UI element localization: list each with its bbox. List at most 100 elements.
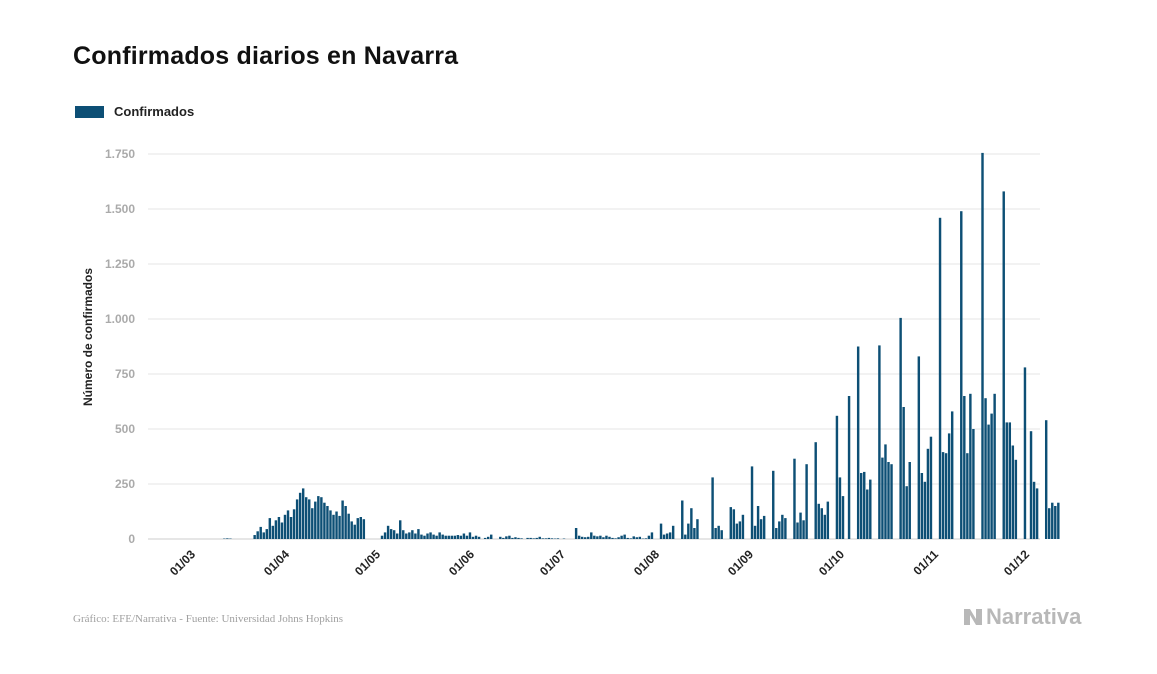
grid-lines: [148, 153, 1040, 540]
bar: [256, 531, 259, 539]
chart-title: Confirmados diarios en Navarra: [73, 42, 459, 70]
x-axis-ticks: 01/03 01/04 01/05 01/06 01/07 01/08 01/09 01/10…: [167, 547, 1032, 578]
bar: [292, 509, 296, 539]
bar: [796, 522, 799, 539]
bar: [323, 502, 326, 539]
bar: [972, 429, 975, 539]
bar: [632, 536, 635, 539]
bar: [596, 536, 599, 539]
bar: [274, 520, 278, 539]
bar: [392, 530, 396, 539]
bar: [775, 528, 778, 539]
bar: [662, 534, 666, 539]
bar: [426, 533, 429, 539]
bar: [665, 533, 669, 539]
bar: [781, 514, 784, 539]
bar: [847, 396, 851, 539]
bar: [644, 538, 648, 539]
bar: [335, 511, 338, 539]
bar: [878, 345, 881, 539]
bars: [223, 152, 1060, 540]
y-tick-label: 750: [115, 367, 135, 381]
bar: [1032, 481, 1036, 539]
bar: [265, 529, 268, 539]
bar: [802, 520, 805, 539]
bar: [1014, 459, 1018, 539]
bar: [471, 536, 475, 539]
bar: [762, 515, 766, 539]
bar: [717, 525, 720, 539]
bar: [684, 534, 687, 539]
bar: [917, 356, 921, 539]
bar: [477, 536, 481, 539]
y-tick-label: 1.500: [105, 202, 135, 216]
x-tick-label: 01/12: [1001, 547, 1032, 578]
bar: [866, 489, 869, 539]
bar: [614, 538, 617, 539]
bar: [468, 532, 472, 539]
bar: [668, 532, 672, 539]
bar: [820, 508, 823, 539]
bar: [602, 537, 605, 539]
bar: [489, 534, 493, 539]
bar: [902, 407, 905, 539]
bar: [226, 538, 229, 539]
bar: [459, 535, 463, 539]
bar: [941, 452, 945, 539]
bar: [253, 535, 256, 539]
bar: [405, 533, 408, 539]
bar: [969, 393, 972, 539]
bar: [508, 535, 511, 539]
bar: [647, 535, 651, 539]
bar: [444, 535, 447, 539]
bar: [929, 436, 933, 539]
bar: [474, 535, 478, 539]
bar: [383, 532, 387, 539]
bar: [714, 528, 717, 539]
bar: [750, 466, 754, 539]
bar: [362, 519, 366, 539]
bar: [526, 537, 529, 539]
bar: [590, 532, 593, 539]
bar: [944, 453, 948, 539]
bar: [720, 530, 723, 539]
bar: [950, 411, 954, 539]
bar: [738, 521, 742, 539]
bar: [650, 532, 654, 539]
bar: [926, 448, 930, 539]
bar: [311, 508, 314, 539]
bar: [356, 518, 359, 539]
bar: [502, 537, 505, 539]
y-tick-label: 250: [115, 477, 135, 491]
bar: [329, 510, 332, 539]
y-tick-label: 500: [115, 422, 135, 436]
bar: [1048, 508, 1051, 539]
bar: [681, 500, 684, 539]
bar: [517, 537, 520, 539]
bar: [359, 517, 363, 539]
bar: [623, 534, 626, 539]
bar: [611, 537, 614, 539]
bar: [447, 535, 450, 539]
y-tick-label: 0: [128, 532, 135, 546]
x-tick-label: 01/03: [167, 547, 198, 578]
bar: [960, 211, 963, 539]
bar: [574, 528, 578, 539]
bar: [638, 536, 642, 539]
bar: [450, 535, 453, 539]
bar: [608, 536, 611, 539]
bar: [735, 523, 739, 539]
bar: [1005, 422, 1008, 539]
bar: [863, 471, 866, 539]
bar: [465, 535, 469, 539]
bar: [280, 522, 284, 539]
bar: [987, 424, 990, 539]
bar: [938, 217, 942, 540]
bar: [629, 538, 632, 539]
bar: [841, 496, 845, 539]
x-tick-label: 01/07: [537, 547, 568, 578]
bar: [1057, 502, 1060, 539]
bar: [399, 520, 402, 539]
bar: [538, 536, 541, 539]
